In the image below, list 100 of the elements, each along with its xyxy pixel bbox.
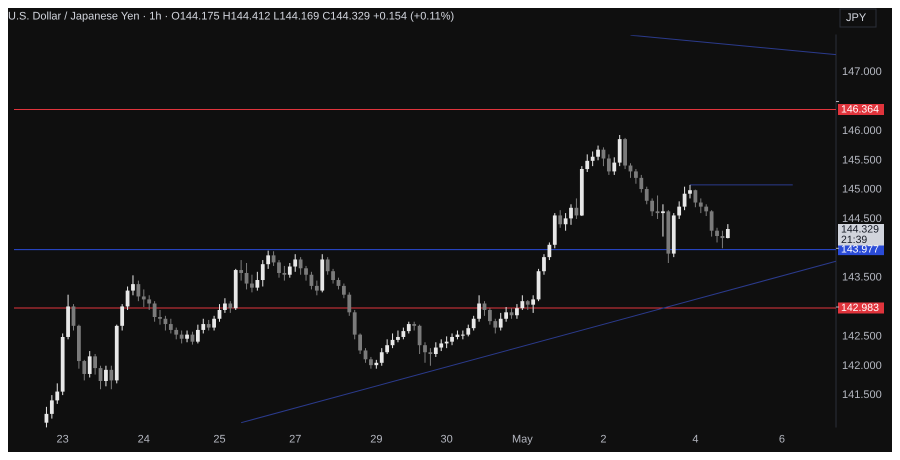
- candlestick: [293, 254, 298, 272]
- candlestick: [206, 319, 211, 332]
- candlestick: [547, 242, 552, 261]
- candlestick: [520, 294, 524, 310]
- candlestick: [434, 342, 438, 358]
- candlestick: [564, 212, 568, 232]
- candlestick: [277, 260, 281, 278]
- candlestick: [504, 306, 508, 322]
- candlestick: [688, 184, 692, 199]
- y-tick-label: 145.000: [842, 184, 882, 196]
- candlestick: [715, 227, 719, 243]
- candlestick: [55, 382, 60, 404]
- x-tick-label: 6: [778, 433, 785, 446]
- candlestick: [704, 204, 708, 217]
- candlestick: [239, 260, 244, 282]
- candlestick: [244, 262, 248, 290]
- candlestick: [364, 348, 368, 364]
- candlestick: [510, 308, 514, 320]
- candlestick: [526, 299, 530, 310]
- candlestick: [590, 150, 595, 167]
- candlestick: [212, 315, 216, 332]
- candlestick: [585, 154, 590, 172]
- candlestick: [336, 277, 340, 290]
- x-tick-label: 25: [213, 433, 226, 446]
- candlestick: [201, 318, 206, 334]
- candlestick: [439, 338, 444, 352]
- candlestick: [98, 365, 102, 390]
- candlestick: [488, 308, 492, 326]
- candlestick: [482, 300, 486, 316]
- candlestick: [93, 354, 98, 376]
- x-tick-label: 4: [692, 433, 698, 446]
- y-axis-title: JPY: [846, 12, 867, 24]
- candlestick: [650, 198, 654, 217]
- candlestick: [477, 294, 481, 322]
- text: 21:39: [841, 234, 868, 246]
- candlestick: [326, 256, 330, 276]
- candlestick: [342, 283, 346, 299]
- candlestick: [168, 318, 173, 334]
- x-tick-label: 29: [370, 433, 382, 446]
- y-tick-label: 141.500: [842, 389, 882, 402]
- x-tick-label: 30: [440, 433, 453, 446]
- candlestick: [369, 356, 373, 370]
- candlestick: [542, 254, 546, 276]
- candlestick: [82, 359, 86, 381]
- candlestick: [698, 198, 703, 214]
- candlestick: [726, 224, 730, 239]
- candlestick: [634, 168, 638, 184]
- candlestick: [347, 292, 352, 316]
- candlestick: [142, 288, 146, 308]
- candlestick: [310, 271, 314, 290]
- chart-title: U.S. Dollar / Japanese Yen · 1h · O144.175 H144.412 L144.169 C144.329 +0.154 (+0.11%): [8, 10, 454, 23]
- x-tick-label: May: [512, 433, 534, 446]
- candlestick: [596, 145, 600, 161]
- y-tick-label: 142.500: [842, 330, 882, 342]
- y-tick-label: 145.500: [842, 154, 882, 166]
- candlestick: [304, 265, 308, 282]
- candlestick: [180, 330, 184, 344]
- candlestick: [136, 280, 140, 302]
- candlestick: [428, 348, 432, 366]
- candlestick: [396, 330, 400, 343]
- candlestick: [223, 298, 227, 314]
- y-tick-label: 146.000: [842, 124, 882, 137]
- x-tick-label: 24: [138, 433, 150, 446]
- candlestick: [385, 338, 390, 354]
- y-tick-label: 143.500: [842, 272, 882, 284]
- candlestick: [444, 336, 449, 349]
- candlestick: [50, 394, 54, 420]
- candlestick: [147, 294, 152, 310]
- candlestick: [694, 189, 698, 208]
- candlestick: [639, 174, 644, 194]
- ref-line-label: 143.977: [841, 244, 880, 256]
- candlestick: [682, 186, 686, 211]
- candlestick: [72, 304, 76, 332]
- candlestick: [190, 331, 194, 346]
- candlestick: [628, 162, 632, 178]
- candlestick: [185, 330, 189, 343]
- candlestick: [493, 318, 498, 334]
- y-tick-label: 147.000: [842, 66, 882, 78]
- candlestick: [612, 156, 616, 176]
- candlestick: [288, 262, 292, 278]
- candlestick: [152, 300, 156, 322]
- candlestick: [120, 304, 124, 332]
- candlestick: [602, 146, 606, 167]
- candlestick: [44, 406, 48, 428]
- candlestick: [260, 260, 265, 287]
- candlestick: [450, 332, 454, 346]
- candlestick: [423, 342, 427, 364]
- candlestick: [196, 324, 200, 344]
- candlestick: [618, 134, 622, 167]
- candlestick: [164, 315, 168, 332]
- candlestick: [331, 268, 335, 284]
- y-tick-label: 142.000: [842, 360, 882, 372]
- candlestick: [406, 321, 411, 334]
- candlestick: [574, 198, 578, 220]
- candlestick: [380, 348, 384, 366]
- candlestick: [126, 286, 130, 310]
- candlestick: [88, 350, 92, 378]
- text: 144.329: [841, 223, 880, 236]
- ref-line-label: 146.364: [841, 103, 880, 116]
- candlestick: [104, 365, 108, 387]
